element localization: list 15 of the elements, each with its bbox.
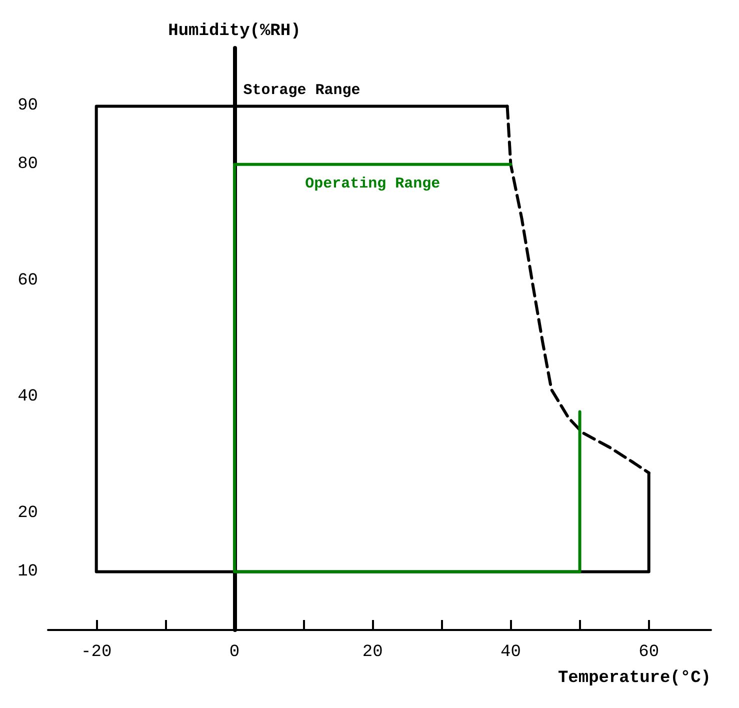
y-tick-label: 80 bbox=[18, 154, 38, 174]
y-tick-label: 10 bbox=[18, 562, 38, 582]
y-tick-label: 90 bbox=[18, 96, 38, 116]
x-tick-label: 60 bbox=[638, 643, 660, 662]
x-tick-label: 20 bbox=[362, 643, 383, 662]
series-label: Storage Range bbox=[243, 82, 360, 100]
x-axis-title: Temperature(°C) bbox=[558, 669, 711, 688]
y-tick-label: 60 bbox=[18, 271, 38, 290]
y-tick-label: 20 bbox=[18, 504, 38, 524]
x-tick-label: -20 bbox=[81, 643, 112, 662]
x-tick-label: 0 bbox=[229, 643, 240, 662]
y-axis-title: Humidity(%RH) bbox=[168, 22, 301, 41]
y-tick-label: 40 bbox=[18, 388, 38, 407]
series-label: Operating Range bbox=[305, 175, 440, 192]
x-tick-label: 40 bbox=[500, 643, 521, 662]
